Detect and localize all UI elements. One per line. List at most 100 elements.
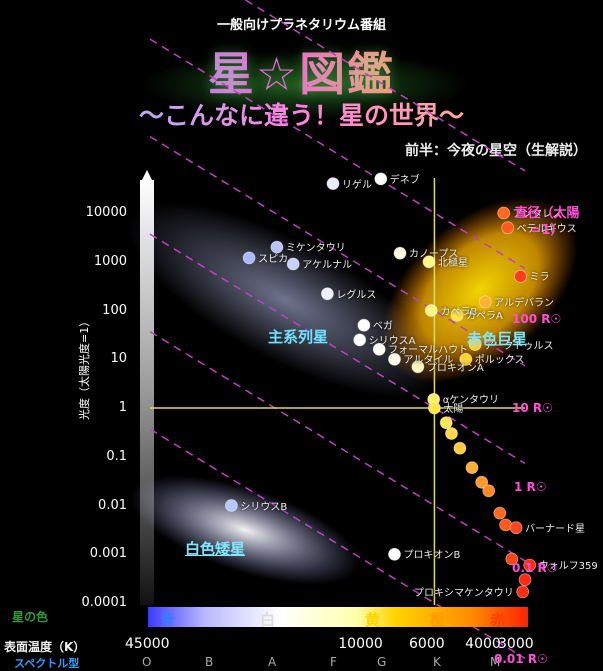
radius-line — [149, 38, 526, 270]
star-label: プロキシマケンタウリ — [414, 587, 514, 599]
star-label: プロキオンA — [426, 362, 484, 374]
spectral-type-tick-label: F — [330, 655, 337, 669]
star-dot — [374, 172, 388, 186]
star-label: アルデバラン — [494, 297, 555, 309]
radius-label-10: 10 R☉ — [512, 401, 553, 415]
radius-line — [149, 428, 526, 660]
star-label: スピカ — [258, 253, 289, 265]
y-axis-label: 光度（太陽光度=1） — [78, 315, 91, 420]
white-dwarf-region — [130, 475, 360, 585]
star-dot — [424, 304, 438, 317]
main-sequence-star-dot — [445, 427, 458, 440]
star-label: シリウスB — [240, 501, 288, 513]
main-sequence-band — [127, 202, 443, 398]
star-dot — [516, 585, 530, 599]
main-sequence-star-dot — [439, 416, 453, 430]
star-label: プロキオンB — [403, 550, 461, 562]
star-dot — [422, 255, 436, 269]
y-tick-label: 100 — [102, 302, 127, 318]
star-label: シリウスA — [368, 335, 416, 347]
star-dot — [450, 308, 464, 322]
main-sequence-star-dot — [499, 518, 513, 532]
star-dot — [270, 240, 284, 254]
star-label: 太陽 — [443, 404, 464, 415]
radius-label-1: 1 R☉ — [514, 480, 547, 494]
star-label: カペラB — [440, 306, 478, 318]
main-sequence-star-dot — [518, 573, 532, 587]
white-dwarf-label: 白色矮星 — [185, 540, 246, 558]
temperature-tick-label: 6000 — [409, 636, 445, 652]
spectral-type-tick-label: B — [205, 655, 214, 669]
red-giant-region — [382, 197, 578, 383]
star-color-word: 赤 — [490, 611, 506, 629]
y-tick-label: 1 — [118, 400, 127, 415]
radius-title: 直径（太陽=1） — [514, 206, 580, 238]
star-dot — [497, 206, 511, 220]
star-dot — [501, 221, 515, 235]
star-dot — [459, 352, 473, 366]
spectral-type-tick-label: K — [433, 655, 441, 669]
temperature-tick-label: 45000 — [125, 636, 170, 652]
red-giant-label: 赤色巨星 — [467, 330, 528, 348]
radius-label-0-01: 0.01 R☉ — [494, 652, 548, 666]
star-label: デネブ — [389, 174, 420, 186]
star-label: ベガ — [372, 321, 393, 333]
color-row-label: 星の色 — [12, 610, 49, 624]
radius-label-100: 100 R☉ — [512, 312, 562, 326]
temperature-tick-label: 4000 — [465, 636, 501, 652]
star-label: フォーマルハウト — [388, 345, 469, 357]
main-sequence-star-dot — [453, 441, 467, 455]
spectral-type-tick-label: O — [142, 655, 152, 669]
star-label: ベテルギウス — [516, 223, 577, 235]
star-label: リゲル — [342, 179, 373, 191]
star-label: アケルナル — [302, 259, 353, 271]
temperature-tick-label: 3000 — [498, 636, 534, 652]
temperature-row-label: 表面温度（K） — [4, 640, 86, 654]
radius-line — [244, 0, 526, 172]
star-dot — [388, 547, 401, 561]
y-tick-label: 0.001 — [89, 546, 127, 562]
color-gradient-bar — [148, 607, 528, 627]
main-sequence-star-dot — [465, 461, 479, 475]
radius-line — [149, 135, 526, 367]
star-dot — [478, 295, 492, 309]
star-color-word: 白 — [260, 611, 276, 629]
y-tick-label: 0.1 — [106, 448, 127, 464]
radius-label-0-1: 0.1 R☉ — [512, 561, 558, 575]
star-color-word: 青 — [160, 611, 176, 629]
spectral-type-tick-label: A — [268, 655, 277, 669]
star-label: ミケンタウリ — [285, 243, 346, 255]
star-dot — [388, 352, 401, 366]
star-label: ミラ — [529, 272, 550, 284]
spectral-type-tick-label: G — [377, 655, 387, 669]
star-dot — [372, 342, 386, 356]
axis-arrow-icon — [141, 170, 153, 182]
star-label: アルタイル — [403, 355, 454, 367]
star-dot — [411, 360, 425, 374]
star-label: アンタレス — [512, 209, 563, 220]
star-dot — [509, 521, 523, 535]
star-label: 北極星 — [438, 257, 469, 269]
star-label: レグルス — [336, 289, 377, 301]
main-sequence-star-dot — [482, 484, 496, 498]
star-label: カノープス — [408, 249, 459, 261]
y-tick-label: 10 — [110, 351, 127, 367]
star-dot — [514, 269, 527, 283]
y-tick-label: 10000 — [85, 205, 127, 220]
star-dot — [320, 287, 334, 301]
star-dot — [242, 251, 256, 265]
section-label: 前半：今夜の星空（生解説） — [405, 143, 587, 159]
main-sequence-star-dot — [475, 475, 489, 489]
star-label: カペラA — [466, 311, 503, 323]
star-dot — [523, 558, 537, 572]
star-label: αケンタウリ — [442, 395, 499, 407]
star-dot — [468, 338, 482, 352]
star-color-word: 橙 — [430, 611, 446, 629]
program-title: 星☆図鑑 — [0, 38, 603, 104]
radius-line — [149, 330, 526, 562]
y-tick-label: 0.0001 — [81, 595, 128, 610]
program-subtitle: 一般向けプラネタリウム番組 — [216, 18, 386, 33]
star-dot — [427, 401, 441, 415]
